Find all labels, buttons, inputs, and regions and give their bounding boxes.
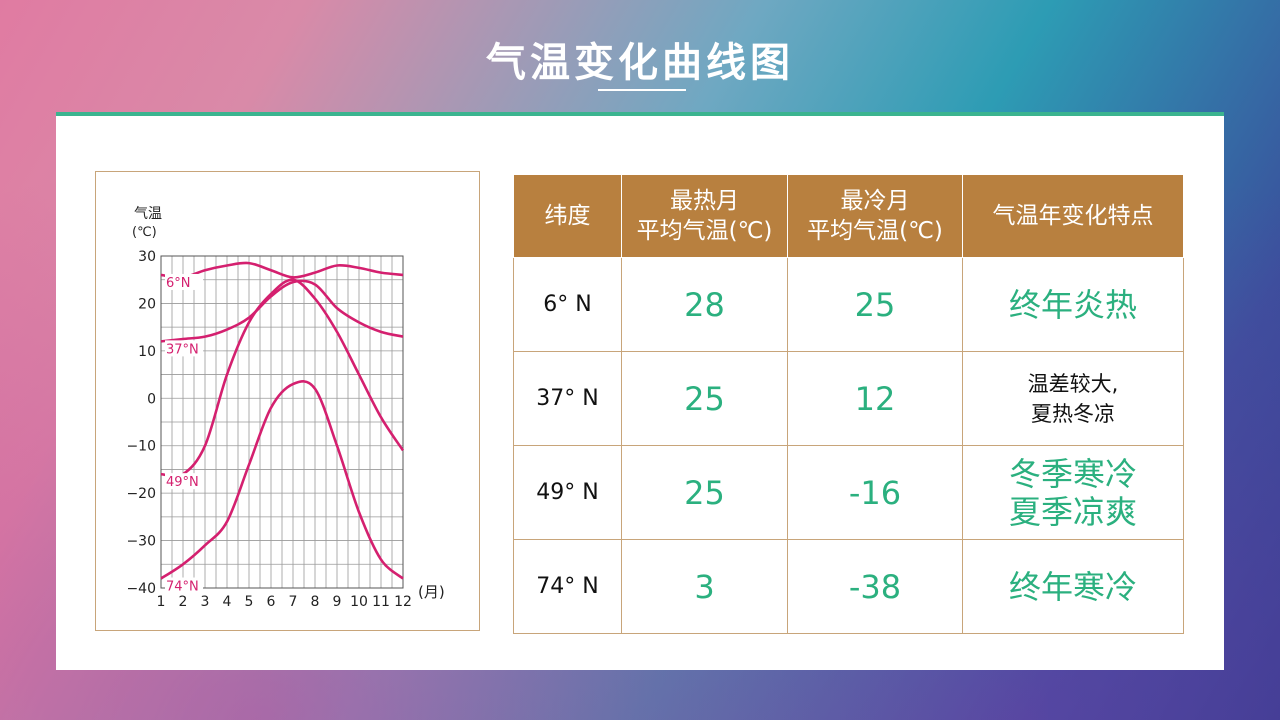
table-row: 74° N 3 -38 终年寒冷 [513,539,1184,634]
y-tick-label: 10 [138,344,156,360]
x-tick-label: 4 [223,594,232,610]
cell-coldest: -38 [787,539,963,634]
cell-latitude: 37° N [513,351,622,446]
page-title: 气温变化曲线图 [486,40,794,86]
y-tick-label: −10 [126,439,156,455]
cell-feature: 温差较大, 夏热冬凉 [962,351,1184,446]
cell-latitude: 6° N [513,257,622,352]
y-tick-label: −40 [126,581,156,597]
x-tick-label: 10 [350,594,368,610]
series-line [160,380,404,580]
x-tick-label: 5 [245,594,254,610]
series-line [160,261,404,279]
y-tick-label: −30 [126,534,156,550]
table-row: 49° N 25 -16 冬季寒冷 夏季凉爽 [513,445,1184,540]
series-label-bg [165,473,203,490]
series-label-bg [165,273,203,290]
plot-frame [160,255,404,589]
cell-coldest: 12 [787,351,963,446]
x-tick-label: 2 [179,594,188,610]
y-tick-label: −20 [126,486,156,502]
header-coldest-month: 最冷月 平均气温(℃) [787,174,963,258]
header-latitude: 纬度 [513,174,622,258]
cell-coldest: -16 [787,445,963,540]
series-label: 49°N [166,475,199,490]
cell-feature: 冬季寒冷 夏季凉爽 [962,445,1184,540]
series-line [160,278,405,478]
y-tick-label: 20 [138,296,156,312]
cell-feature: 终年寒冷 [962,539,1184,634]
table-row: 37° N 25 12 温差较大, 夏热冬凉 [513,351,1184,446]
series-label-bg [165,577,203,594]
series-label: 6°N [166,276,191,291]
y-axis-label-line2: (℃) [132,225,157,240]
header-annual-feature: 气温年变化特点 [962,174,1184,258]
cell-latitude: 74° N [513,539,622,634]
cell-hottest: 25 [621,351,788,446]
x-tick-label: 9 [333,594,342,610]
x-tick-label: 12 [394,594,412,610]
x-tick-label: 1 [157,594,166,610]
temperature-table: 纬度 最热月 平均气温(℃) 最冷月 平均气温(℃) 气温年变化特点 6° N … [513,174,1184,634]
cell-hottest: 25 [621,445,788,540]
title-underline [598,89,686,91]
y-tick-label: 0 [147,391,156,407]
x-axis-unit: (月) [418,583,445,601]
cell-coldest: 25 [787,257,963,352]
y-axis-label-line1: 气温 [134,206,162,222]
content-panel: 6°N 37°N 49°N 74°N 30 20 10 0 −10 −20 −30 −40 1 2 3 4 5… [56,112,1224,670]
cell-hottest: 3 [621,539,788,634]
x-tick-label: 11 [372,594,390,610]
series-label: 37°N [166,342,199,357]
series-label: 74°N [166,580,199,595]
y-tick-label: 30 [138,249,156,265]
temperature-chart: 6°N 37°N 49°N 74°N 30 20 10 0 −10 −20 −30 −40 1 2 3 4 5… [95,171,480,631]
series-label-bg [165,340,203,357]
table-header-row: 纬度 最热月 平均气温(℃) 最冷月 平均气温(℃) 气温年变化特点 [513,174,1184,258]
cell-hottest: 28 [621,257,788,352]
table-row: 6° N 28 25 终年炎热 [513,257,1184,352]
x-tick-label: 3 [201,594,210,610]
series-line [160,279,404,343]
x-tick-label: 6 [267,594,276,610]
header-hottest-month: 最热月 平均气温(℃) [621,174,788,258]
x-tick-label: 8 [311,594,320,610]
cell-latitude: 49° N [513,445,622,540]
cell-feature: 终年炎热 [962,257,1184,352]
x-tick-label: 7 [289,594,298,610]
